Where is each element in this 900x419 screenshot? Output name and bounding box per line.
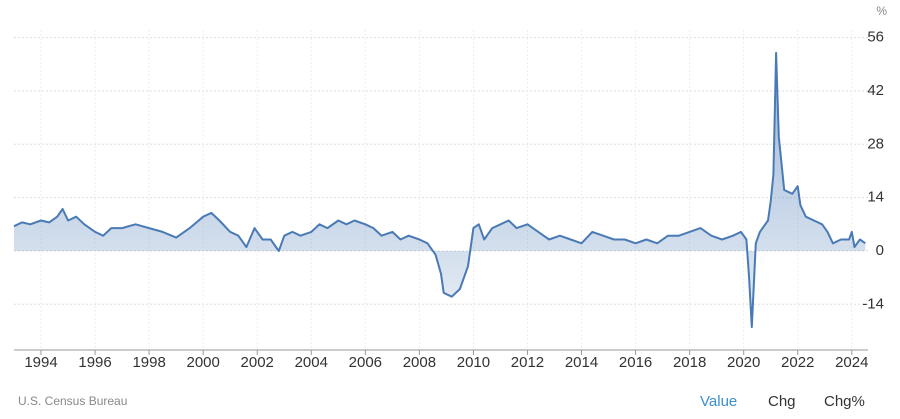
x-tick-label: 2022 bbox=[781, 354, 814, 371]
y-tick-label: -14 bbox=[862, 295, 884, 312]
x-tick-label: 2014 bbox=[565, 354, 598, 371]
source: U.S. Census Bureau bbox=[18, 394, 127, 408]
line bbox=[13, 51, 866, 329]
unit-label: % bbox=[876, 4, 887, 18]
area-fill bbox=[14, 52, 866, 328]
x-tick-label: 1998 bbox=[132, 354, 165, 371]
x-tick-label: 2018 bbox=[673, 354, 706, 371]
y-tick-label: 42 bbox=[867, 82, 884, 99]
x-tick-label: 1996 bbox=[78, 354, 111, 371]
chg-pct-button[interactable]: Chg% bbox=[824, 393, 865, 410]
y-tick-label: 56 bbox=[867, 29, 884, 46]
y-tick-label: 28 bbox=[867, 135, 884, 152]
x-tick-label: 2020 bbox=[727, 354, 760, 371]
x-tick-label: 2006 bbox=[349, 354, 382, 371]
x-tick-label: 2024 bbox=[835, 354, 868, 371]
x-tick-label: 2012 bbox=[511, 354, 544, 371]
x-tick-label: 2002 bbox=[241, 354, 274, 371]
y-tick-label: 0 bbox=[876, 242, 884, 259]
value-button[interactable]: Value bbox=[700, 393, 737, 410]
x-tick-label: 2016 bbox=[619, 354, 652, 371]
x-tick-label: 2000 bbox=[186, 354, 219, 371]
x-tick-label: 2004 bbox=[295, 354, 328, 371]
chg-button[interactable]: Chg bbox=[768, 393, 796, 410]
x-tick-label: 2008 bbox=[403, 354, 436, 371]
x-tick-label: 2010 bbox=[457, 354, 490, 371]
x-tick-label: 1994 bbox=[24, 354, 57, 371]
y-tick-label: 14 bbox=[867, 189, 884, 206]
